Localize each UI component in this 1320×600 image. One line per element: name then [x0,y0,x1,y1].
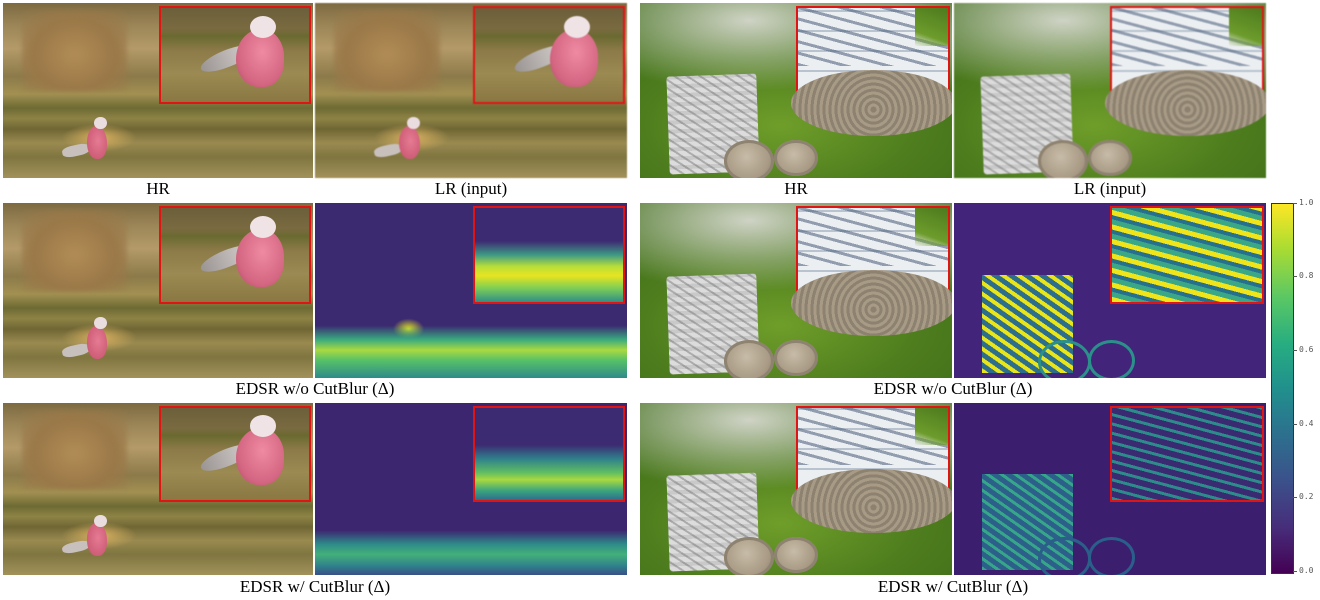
zoom-inset [159,206,311,304]
bird-lr-image [315,3,627,178]
caption-left-hr: HR [146,179,170,198]
colorbar-tick-label: 0.4 [1299,419,1314,428]
bird-edsr-wo-diff-map [315,203,627,378]
bird-hr-image [3,3,313,178]
caption-right-edsr-wo: EDSR w/o CutBlur (Δ) [873,379,1033,398]
colorbar-tick-label: 1.0 [1299,198,1314,207]
zoom-inset [159,406,311,502]
caption-right-edsr-w: EDSR w/ CutBlur (Δ) [877,577,1029,596]
zoom-inset [473,206,625,304]
bird-body [86,125,107,159]
zoom-inset [1110,206,1264,304]
caption-right-hr: HR [784,179,808,198]
zoom-inset [159,6,311,104]
fabric-edsr-w-diff-map [954,403,1266,575]
caption-left-lr: LR (input) [434,179,508,198]
colorbar [1271,203,1294,574]
caption-right-lr: LR (input) [1073,179,1147,198]
colorbar-tick-label: 0.8 [1299,271,1314,280]
fabric-hr-image [640,3,952,178]
colorbar-tick-label: 0.6 [1299,345,1314,354]
zoom-inset [1104,6,1266,136]
fabric-edsr-wo-image [640,203,952,378]
colorbar-tick-label: 0.2 [1299,492,1314,501]
zoom-inset [790,6,952,136]
zoom-inset [790,406,952,534]
fabric-edsr-wo-diff-map [954,203,1266,378]
zoom-inset [473,6,625,104]
bird-edsr-wo-image [3,203,313,378]
caption-left-edsr-wo: EDSR w/o CutBlur (Δ) [235,379,395,398]
bird-edsr-w-diff-map [315,403,627,575]
zoom-inset [473,406,625,502]
zoom-inset [1110,406,1264,502]
bird-head [94,116,107,129]
bird-edsr-w-image [3,403,313,575]
fabric-lr-image [954,3,1266,178]
colorbar-tick-label: 0.0 [1299,566,1314,575]
zoom-inset [790,206,952,336]
fabric-edsr-w-image [640,403,952,575]
caption-left-edsr-w: EDSR w/ CutBlur (Δ) [239,577,391,596]
